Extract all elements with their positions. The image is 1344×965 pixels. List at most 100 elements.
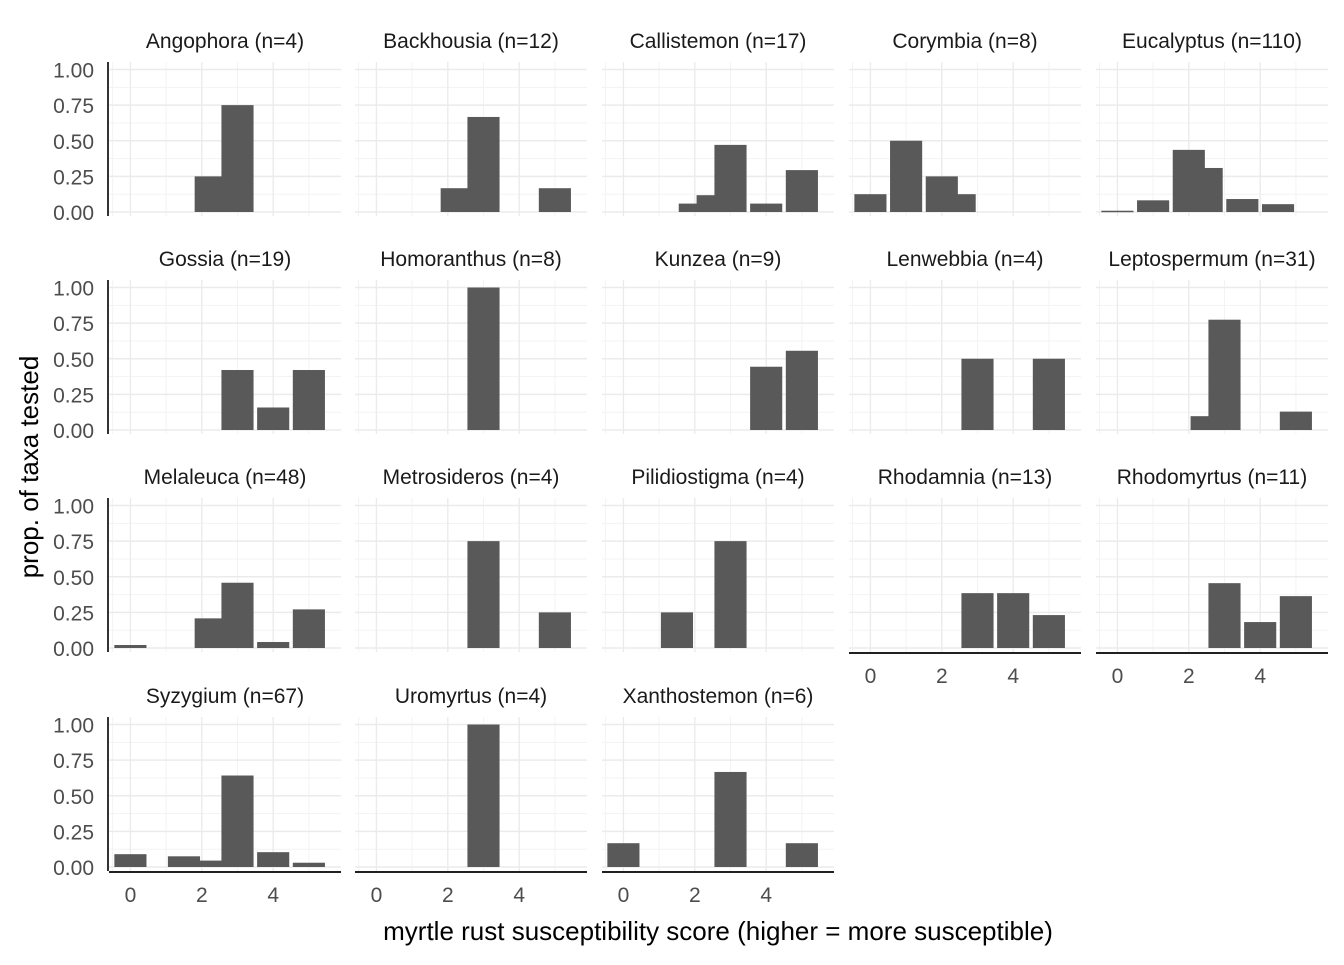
facet-panel: Angophora (n=4) 0.00 0.25 0.50 0.75 1.00 — [53, 30, 341, 225]
bar — [943, 194, 976, 212]
x-axis-title: myrtle rust susceptibility score (higher… — [383, 916, 1053, 946]
bar — [440, 188, 473, 212]
y-tick-label: 1.00 — [53, 496, 94, 519]
bar — [167, 856, 201, 867]
y-tick-label: 0.25 — [53, 166, 94, 189]
facet-label: Metrosideros (n=4) — [383, 466, 560, 489]
facet-label: Lenwebbia (n=4) — [886, 248, 1043, 271]
facet-label: Angophora (n=4) — [146, 30, 304, 53]
bar — [678, 203, 711, 212]
y-tick-label: 1.00 — [53, 60, 94, 83]
bar — [538, 188, 571, 212]
facet-label: Kunzea (n=9) — [655, 248, 782, 271]
y-tick-label: 0.25 — [53, 821, 94, 844]
bar — [997, 593, 1030, 648]
facet-panel: Kunzea (n=9) — [602, 248, 834, 434]
y-tick-label: 0.75 — [53, 313, 94, 336]
facet-label: Syzygium (n=67) — [146, 685, 304, 708]
y-tick-label: 1.00 — [53, 278, 94, 301]
bar — [714, 541, 747, 648]
y-tick-label: 0.75 — [53, 95, 94, 118]
y-tick-label: 0.50 — [53, 786, 94, 809]
bar — [750, 203, 783, 212]
y-axis-title: prop. of taxa tested — [14, 356, 44, 579]
x-tick-label: 4 — [1254, 665, 1266, 688]
y-tick-label: 0.50 — [53, 567, 94, 590]
facet-label: Xanthostemon (n=6) — [623, 685, 814, 708]
facet-panel: Rhodamnia (n=13) 0 2 4 — [849, 466, 1081, 688]
facet-panel: Pilidiostigma (n=4) — [602, 466, 834, 652]
y-tick-label: 0.00 — [53, 857, 94, 880]
facet-panel: Metrosideros (n=4) — [355, 466, 587, 652]
x-tick-label: 2 — [196, 884, 208, 907]
bar — [961, 593, 994, 648]
bar — [785, 170, 818, 212]
facet-label: Melaleuca (n=48) — [144, 466, 307, 489]
bar — [221, 582, 254, 648]
y-tick-label: 0.50 — [53, 131, 94, 154]
facet-panels: Angophora (n=4) 0.00 0.25 0.50 0.75 1.00 Backh… — [53, 30, 1328, 907]
bar — [1208, 319, 1241, 430]
x-tick-label: 0 — [125, 884, 137, 907]
y-tick-label: 0.75 — [53, 531, 94, 554]
bar — [890, 140, 923, 212]
facet-label: Leptospermum (n=31) — [1108, 248, 1315, 271]
facet-label: Homoranthus (n=8) — [380, 248, 562, 271]
bar — [1101, 210, 1134, 213]
bar — [292, 609, 325, 648]
bar — [467, 541, 500, 648]
x-tick-label: 2 — [936, 665, 948, 688]
facet-panel: Uromyrtus (n=4) 0 2 4 — [355, 685, 587, 907]
bar — [1244, 622, 1277, 648]
x-tick-label: 0 — [1112, 665, 1124, 688]
bar — [114, 645, 147, 648]
facet-panel: Xanthostemon (n=6) 0 2 4 — [602, 685, 834, 907]
bar — [1279, 411, 1312, 430]
bar — [660, 612, 694, 648]
bar — [292, 370, 325, 430]
y-tick-label: 0.00 — [53, 638, 94, 661]
bar — [750, 366, 783, 430]
bar — [292, 862, 325, 867]
x-tick-label: 4 — [513, 884, 525, 907]
facet-label: Corymbia (n=8) — [892, 30, 1037, 53]
facet-panel: Eucalyptus (n=110) — [1096, 30, 1328, 216]
facet-panel: Gossia (n=19) 0.00 0.25 0.50 0.75 1.00 — [53, 248, 341, 443]
bar — [114, 854, 147, 867]
bar — [221, 370, 254, 430]
bar — [1261, 204, 1295, 212]
bar — [467, 116, 500, 212]
facet-label: Eucalyptus (n=110) — [1122, 30, 1302, 53]
y-tick-label: 0.00 — [53, 202, 94, 225]
bar — [1208, 583, 1241, 648]
facet-label: Gossia (n=19) — [159, 248, 291, 271]
x-tick-label: 2 — [689, 884, 701, 907]
bar — [1032, 615, 1065, 648]
facet-label: Rhodamnia (n=13) — [878, 466, 1053, 489]
y-tick-label: 0.25 — [53, 602, 94, 625]
facet-panel: Callistemon (n=17) — [602, 30, 834, 216]
bar — [194, 860, 227, 867]
facet-label: Backhousia (n=12) — [383, 30, 559, 53]
facet-panel: Homoranthus (n=8) — [355, 248, 587, 434]
x-tick-label: 4 — [760, 884, 772, 907]
bar — [467, 724, 500, 867]
y-tick-label: 1.00 — [53, 715, 94, 738]
facet-label: Rhodomyrtus (n=11) — [1117, 466, 1307, 489]
facet-panel: Corymbia (n=8) — [849, 30, 1081, 216]
bar — [961, 358, 994, 430]
y-tick-label: 0.75 — [53, 750, 94, 773]
x-tick-label: 0 — [865, 665, 877, 688]
y-tick-label: 0.50 — [53, 349, 94, 372]
bar — [607, 843, 640, 867]
facet-panel: Backhousia (n=12) — [355, 30, 587, 216]
bar — [785, 350, 818, 430]
bar — [1190, 167, 1223, 212]
bar — [257, 852, 290, 867]
facet-panel: Leptospermum (n=31) — [1096, 248, 1328, 434]
bar — [538, 612, 571, 648]
bar — [467, 287, 500, 430]
facet-panel: Rhodomyrtus (n=11) 0 2 4 — [1096, 466, 1328, 688]
